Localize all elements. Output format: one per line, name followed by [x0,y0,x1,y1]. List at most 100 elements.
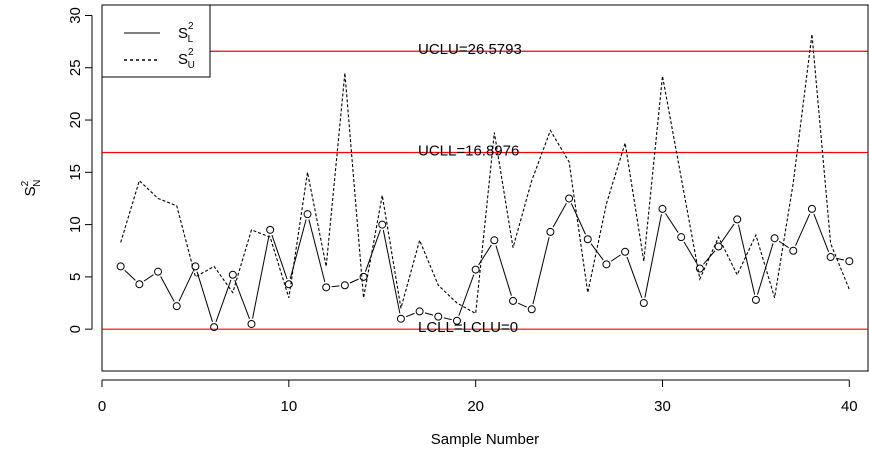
series-lower-point [116,262,125,271]
series-lower-point [621,247,630,256]
y-axis: 0 5 10 15 20 25 30 [67,7,93,333]
series-lower-point [228,270,237,279]
series-lower-point [266,225,275,234]
series-lower-point [172,302,181,311]
legend-item-1-sub: L [188,34,194,45]
series-lower-segment [124,269,136,281]
series-lower-segment [160,276,175,302]
series-lower-point [733,215,742,224]
series-lower-segment [610,254,621,262]
series-lower-segment [552,203,567,228]
series-lower-point [303,210,312,219]
series-lower-segment [532,237,550,305]
svg-text:S2N: S2N [20,180,43,197]
y-axis-title-base: S [22,186,39,196]
y-tick-label: 5 [67,273,84,281]
series-lower-point [546,227,555,236]
y-tick-label: 20 [67,112,84,129]
y-tick-label: 15 [67,164,84,181]
series-lower-segment [252,235,270,319]
series-lower-point [396,314,405,323]
series-lower-point [490,236,499,245]
series-lower-point [154,267,163,276]
series-lower-segment [570,203,586,235]
legend-item-1-base: S [178,25,188,42]
series-lower-segment [178,271,194,302]
legend-box [101,4,211,78]
series-lower-point [359,272,368,281]
y-tick-label: 25 [67,59,84,76]
series-lower-point [845,257,854,266]
series-upper-line [120,34,850,315]
series-lower-segment [382,229,401,314]
legend-item-2-base: S [178,51,188,68]
series-lower-segment [458,274,475,316]
series-lower-point [284,280,293,289]
series-lower-point [322,283,331,292]
legend: S2 L S2 U [101,4,211,78]
series-lower-point [826,253,835,262]
series-lower-segment [835,257,845,261]
series-lower-segment [683,241,698,265]
series-lower-segment [271,234,288,280]
series-lower-point [751,295,760,304]
series-lower-segment [215,279,232,323]
control-limit-label-3: LCLL=LCLU=0 [418,319,518,336]
series-lower-segment [813,213,830,253]
series-lower-segment [626,256,643,299]
series-lower-point [639,299,648,308]
series-lower-point [770,234,779,243]
y-axis-title: S2N [20,180,43,197]
x-tick-label: 40 [841,398,858,415]
series-lower-segment [795,213,811,246]
control-limit-lines: UCLU=26.5793 UCLL=16.8976 LCLL=LCLU=0 [102,41,868,336]
series-lower-segment [757,243,774,295]
series-lower-segment [495,245,512,296]
series-lower-segment [703,250,716,265]
series-lower-point [658,204,667,213]
plot-frame [101,4,869,372]
svg-text:S2U: S2 U [178,47,195,71]
series-lower-segment [364,229,381,272]
x-tick-label: 0 [98,398,106,415]
series-lower-point [191,262,200,271]
x-tick-label: 30 [654,398,671,415]
control-limit-label-1: UCLU=26.5793 [418,41,522,58]
series-lower-segment [737,224,756,295]
series-lower-point [509,296,518,305]
legend-item-2-sup: 2 [188,47,194,58]
legend-item-2-sub: U [188,60,195,71]
series-lower-point [471,265,480,274]
series-lower-segment [590,243,604,261]
series-lower-segment [424,312,434,316]
series-lower-segment [289,219,307,280]
series-lower-point [695,264,704,273]
series-lower-point [378,220,387,229]
control-limit-label-2: UCLL=16.8976 [418,142,519,159]
series-lower-point [565,194,574,203]
series-lower-point [714,242,723,251]
series-lower-segment [331,285,340,288]
series-lower-segment [143,274,154,282]
series-lower-point [602,260,611,269]
series-lower-segment [517,302,527,308]
y-tick-label: 30 [67,7,84,24]
x-tick-label: 10 [280,398,297,415]
series-lower-segment [196,271,213,322]
y-axis-title-sup: 2 [20,180,31,186]
y-axis-title-sub: N [32,180,43,187]
x-axis-title: Sample Number [431,431,539,448]
legend-item-1-sup: 2 [188,21,194,32]
series-lower-point [415,307,424,316]
series-lower-point [340,281,349,290]
series-lower-segment [644,214,662,298]
series-lower-point [583,235,592,244]
series-lower-point [789,246,798,255]
series-lower-segment [234,279,250,319]
series-lower-segment [721,223,735,243]
series-lower-segment [349,278,359,284]
series-lower-segment [443,317,452,321]
series-lower-segment [478,244,492,266]
series-layer [116,34,854,332]
